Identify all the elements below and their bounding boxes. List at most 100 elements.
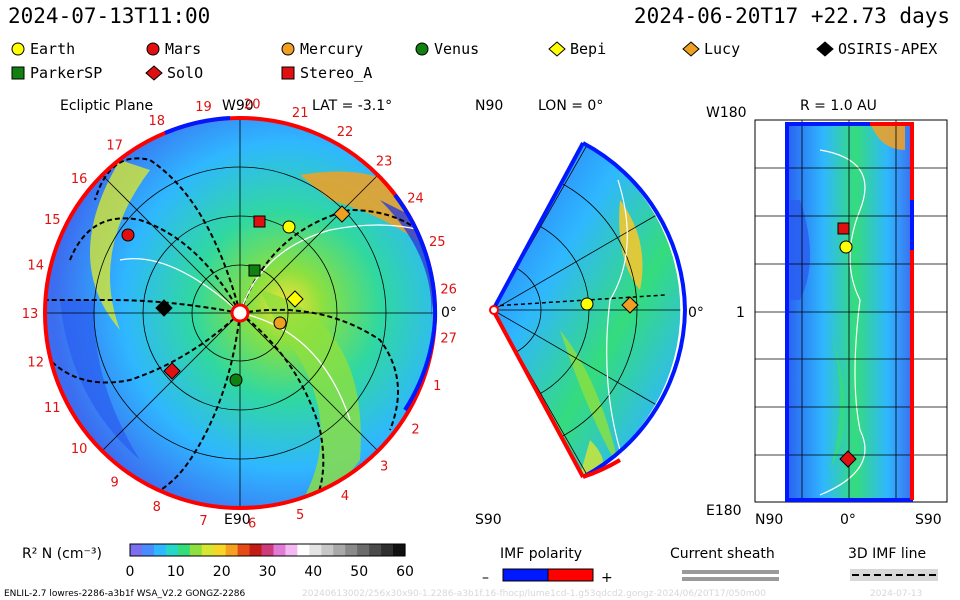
carrington-label: 8 [153,500,161,515]
mars-marker-icon [146,42,160,56]
colorbar-swatch [297,544,310,556]
spiral-arm-4 [239,308,399,431]
legend-item-mars: Mars [145,40,201,58]
colorbar-swatch [369,544,382,556]
colorbar-swatch [273,544,287,556]
colorbar-tick-label: 10 [167,564,185,580]
meridional-n90-label: N90 [475,98,503,114]
carrington-label: 3 [380,460,388,475]
radial-slice-panel: R = 1.0 AU W180 1 E180 N90 0° S90 [706,98,948,528]
colorbar-swatch [130,544,143,556]
stereo-a-position [253,215,266,228]
carrington-label: 12 [27,355,44,370]
spiral-arm-1 [69,217,241,314]
sun-meridional-marker [489,305,499,315]
current-sheath-line-1 [682,570,779,574]
colorbar-swatches [130,544,406,556]
current-sheath-label: Current sheath [670,546,775,562]
imf-polarity-label: IMF polarity [500,546,582,562]
colorbar-swatch [213,544,227,556]
colorbar-label: R² N (cm⁻³) [22,546,102,562]
legend-item-earth: Earth [10,40,75,58]
legend-item-osiris-apex: OSIRIS-APEX [816,40,937,58]
legend-item-venus: Venus [414,40,479,58]
colorbar-swatch [321,544,334,556]
carrington-label: 20 [244,97,261,112]
current-sheath-line-2 [682,577,779,581]
lucy-position [333,205,351,223]
carrington-label: 23 [376,154,393,169]
earth-position [282,220,296,234]
carrington-label: 18 [149,114,166,129]
model-time: 2024-07-13T11:00 [8,4,211,28]
ecliptic-e90-label: E90 [224,512,251,528]
ecliptic-w90-label: W90 [222,98,254,114]
ecliptic-lat-label: LAT = -3.1° [312,98,392,114]
colorbar-swatch [393,544,406,556]
carrington-label: 5 [296,508,304,523]
carrington-label: 9 [110,475,118,490]
legend-item-bepi: Bepi [548,40,606,58]
bepi-marker-icon [548,41,566,57]
carrington-label: 27 [440,331,457,346]
earth-marker-icon [11,42,25,56]
colorbar-tick-label: 30 [259,564,277,580]
spiral-arm-8 [45,299,241,314]
imf-plus-sign: + [601,570,613,586]
colorbar-swatch [357,544,370,556]
parkersp-position [248,264,261,277]
colorbar-swatch [285,544,298,556]
colorbar-tick-label: 20 [213,564,231,580]
density-colorbar: 0 10 20 30 40 50 60 R² N (cm⁻³) [22,543,414,580]
carrington-label: 10 [71,442,88,457]
legend-item-mercury: Mercury [280,40,363,58]
colorbar-swatch [345,544,358,556]
meridional-lon-label: LON = 0° [538,98,603,114]
stereo-a-slice-position [837,222,850,235]
colorbar-tick-label: 60 [396,564,414,580]
carrington-label: 15 [44,213,61,228]
carrington-label: 6 [248,517,256,532]
ecliptic-0-label: 0° [441,305,457,321]
earth-slice-position [839,240,853,254]
slice-0-label: 0° [840,512,856,528]
carrington-label: 2 [411,422,419,437]
imf-positive-swatch [547,568,594,582]
imf-line-swatch [850,569,938,581]
carrington-label: 4 [341,489,349,504]
lucy-marker-icon [682,41,700,57]
colorbar-swatch [261,544,275,556]
ecliptic-title: Ecliptic Plane [60,98,153,114]
solo-position [163,362,181,380]
carrington-label: 1 [433,379,441,394]
legend-item-solo: SolO [145,64,203,82]
legend-item-lucy: Lucy [682,40,740,58]
run-info: 2024-06-20T17 +22.73 days [633,4,950,28]
carrington-label: 22 [337,125,354,140]
carrington-label: 21 [292,106,309,121]
colorbar-tick-label: 50 [350,564,368,580]
carrington-label: 13 [22,307,39,322]
colorbar-swatch [177,544,191,556]
slice-1-label: 1 [736,305,745,321]
carrington-label: 24 [407,192,424,207]
carrington-labels: 19 20212223242526271234567891011121314151… [22,97,457,531]
slice-n90-label: N90 [755,512,783,528]
spiral-arm-6 [49,312,241,384]
slice-s90-label: S90 [915,512,942,528]
colorbar-swatch [189,544,203,556]
imf-line-legend: 3D IMF line [848,546,938,581]
colorbar-swatch [333,544,346,556]
colorbar-swatch [381,544,394,556]
solo-slice-position [839,450,857,468]
colorbar-tick-label: 40 [304,564,322,580]
carrington-label: 17 [106,139,123,154]
meridional-s90-label: S90 [475,512,502,528]
venus-marker-icon [415,42,429,56]
osiris-apex-position [155,299,173,317]
footer-run-path: 20240613002/256x30x90-1.2286-a3b1f.16-fh… [302,589,766,599]
carrington-label: 16 [71,172,88,187]
spiral-arm-7 [139,312,241,501]
carrington-label: 7 [199,514,207,529]
